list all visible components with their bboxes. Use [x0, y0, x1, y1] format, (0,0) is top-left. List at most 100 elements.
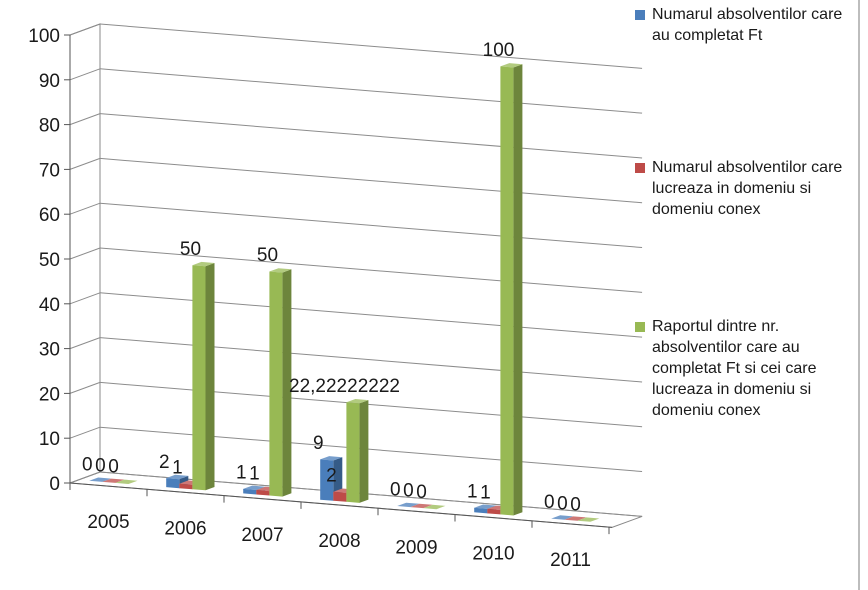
gridline-side: [69, 471, 101, 484]
gridline-side: [69, 113, 101, 126]
data-label: 0: [557, 493, 568, 514]
data-label: 1: [480, 483, 491, 504]
data-label: 0: [82, 454, 93, 475]
gridline: [99, 426, 643, 473]
x-tick-label: 2010: [472, 544, 514, 565]
bar: [320, 459, 334, 501]
gridline: [99, 247, 643, 293]
bar-top: [564, 516, 587, 521]
bar: [487, 508, 501, 515]
gridline-side: [69, 426, 101, 439]
x-tick-label: 2006: [164, 518, 206, 539]
legend-label: Numarul absolventilor care au completat …: [652, 6, 843, 44]
y-tick-label: 80: [39, 116, 60, 137]
data-label: 2: [159, 452, 170, 473]
x-tick-label: 2011: [550, 550, 591, 571]
bar: [179, 483, 193, 490]
y-tick-label: 60: [39, 205, 60, 226]
data-label: 1: [467, 481, 478, 502]
data-label: 50: [257, 245, 278, 266]
gridline-side: [69, 23, 101, 36]
y-tick-label: 30: [39, 340, 60, 361]
data-label: 1: [172, 457, 183, 478]
gridline: [99, 381, 643, 428]
data-label: 100: [483, 40, 515, 61]
bar: [166, 478, 180, 489]
bar-top: [577, 517, 600, 522]
bar: [243, 488, 257, 495]
data-label: 9: [313, 433, 324, 454]
bar: [256, 490, 270, 496]
bar-side: [513, 64, 523, 516]
data-label: 0: [95, 455, 106, 476]
bar-top: [102, 478, 125, 483]
data-label: 0: [416, 482, 427, 503]
data-label: 0: [108, 457, 119, 478]
bar-side: [205, 263, 215, 491]
gridline-side: [69, 381, 101, 394]
data-label: 1: [236, 463, 247, 484]
bar-top: [474, 504, 497, 509]
bar-top: [346, 399, 369, 404]
data-label: 50: [180, 239, 201, 260]
bar: [346, 402, 360, 503]
y-tick-label: 20: [39, 384, 60, 405]
y-tick-label: 70: [39, 160, 60, 181]
gridline: [99, 337, 643, 383]
gridline-side: [69, 247, 101, 260]
y-tick-label: 50: [39, 250, 60, 271]
data-label: 0: [570, 494, 581, 515]
bar-top: [500, 63, 523, 68]
bar-top: [192, 261, 215, 267]
gridline: [99, 68, 643, 114]
bar: [269, 271, 283, 497]
gridline: [99, 202, 643, 249]
y-tick-label: 40: [39, 295, 60, 316]
gridline: [99, 471, 643, 517]
data-label: 0: [544, 492, 555, 513]
bar-top: [423, 504, 446, 510]
gridline: [99, 292, 643, 338]
bar-side: [359, 400, 369, 503]
x-axis-line: [69, 482, 613, 528]
bar: [192, 265, 206, 491]
bar: [500, 66, 514, 516]
bar-top: [89, 477, 112, 482]
data-label: 22,22222222: [289, 376, 400, 397]
y-tick-label: 90: [39, 71, 60, 92]
y-tick-label: 10: [39, 429, 60, 450]
bar-top: [551, 515, 574, 520]
x-tick-label: 2009: [395, 537, 437, 558]
bar-top: [269, 268, 292, 273]
data-label: 2: [326, 465, 337, 486]
data-label: 0: [390, 480, 401, 501]
legend-swatch-green: [635, 322, 645, 332]
gridline: [99, 113, 643, 159]
legend-swatch-red: [635, 163, 645, 173]
legend-swatch-blue: [635, 10, 645, 20]
gridline-side: [69, 337, 101, 350]
gridline-side: [69, 68, 101, 81]
bar-side: [282, 269, 292, 497]
gridline-side: [69, 157, 101, 170]
legend: Numarul absolventilor care au completat …: [633, 4, 858, 586]
bar-top: [166, 474, 189, 480]
bar: [474, 507, 488, 514]
bar-top: [320, 456, 343, 461]
y-tick-label: 0: [49, 474, 60, 495]
bar-top: [115, 479, 138, 484]
x-tick-label: 2005: [87, 512, 129, 533]
x-tick-label: 2007: [241, 525, 283, 546]
data-label: 1: [249, 464, 260, 485]
legend-label: Numarul absolventilor care lucreaza in d…: [652, 159, 843, 218]
bar-top: [410, 503, 433, 509]
bar-top: [397, 502, 420, 508]
legend-label: Raportul dintre nr. absolventilor care a…: [652, 318, 817, 419]
x-tick-label: 2008: [318, 531, 360, 552]
gridline: [99, 157, 643, 204]
bar-top: [243, 485, 266, 490]
y-tick-label: 100: [28, 26, 60, 47]
chart-border: [858, 0, 860, 590]
